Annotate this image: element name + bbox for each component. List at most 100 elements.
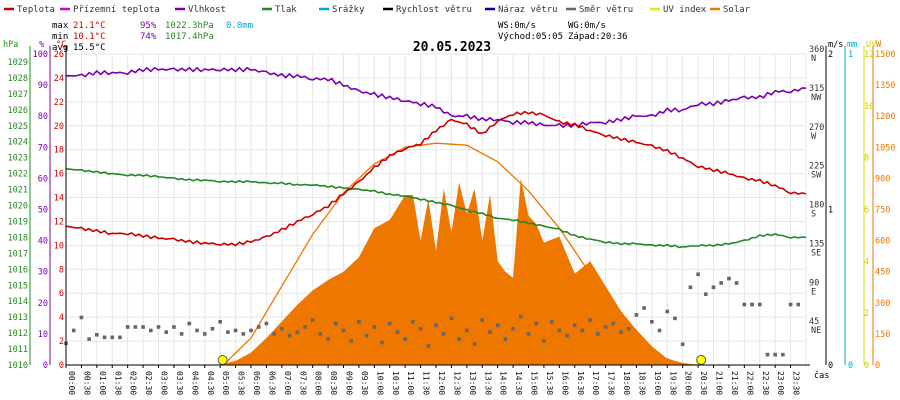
wind-direction-point xyxy=(727,276,731,281)
wind-direction-point xyxy=(287,333,292,338)
wind-direction-point xyxy=(742,302,747,307)
pressure-tick-label: 1015 xyxy=(8,281,28,291)
uv-tick-label: 6 xyxy=(864,206,869,216)
time-tick-label: 23:00 xyxy=(776,371,785,395)
pressure-tick-label: 1016 xyxy=(8,265,28,275)
wind-direction-degree-label: 315 xyxy=(809,84,824,94)
wind-direction-point xyxy=(79,315,84,320)
wind-direction-point xyxy=(71,328,76,333)
time-tick-label: 01:00 xyxy=(98,371,107,395)
wind-direction-point xyxy=(634,313,639,317)
pressure-tick-label: 1021 xyxy=(8,186,28,196)
solar-tick-label: 1050 xyxy=(875,143,895,153)
wind-speed-tick-label: 2 xyxy=(828,50,833,60)
pressure-tick-label: 1025 xyxy=(8,122,28,132)
wind-direction-point xyxy=(179,332,184,336)
pressure-tick-label: 1026 xyxy=(8,106,28,116)
wind-direction-point xyxy=(434,323,438,328)
temperature-tick-label: 16 xyxy=(54,170,64,180)
pressure-tick-label: 1022 xyxy=(8,170,28,180)
wind-direction-point xyxy=(110,335,115,340)
wind-direction-point xyxy=(195,328,199,333)
wind-direction-point xyxy=(380,340,384,345)
wind-direction-point xyxy=(349,339,354,343)
wind-direction-point xyxy=(580,328,585,333)
time-tick-label: 15:00 xyxy=(530,371,539,395)
stat-rain-total: 0.0mm xyxy=(226,21,253,31)
time-tick-label: 13:00 xyxy=(468,371,477,395)
stat-max-pressure: 1022.3hPa xyxy=(165,21,214,31)
wind-direction-point xyxy=(187,321,192,326)
temperature-tick-label: 18 xyxy=(54,146,64,156)
wind-direction-point xyxy=(711,285,716,290)
sun-sunset-marker xyxy=(696,355,707,365)
wind-direction-degree-label: 45 xyxy=(809,317,819,327)
wind-direction-point xyxy=(264,321,269,326)
solar-clear-sky-curve xyxy=(222,142,702,366)
pressure-tick-label: 1011 xyxy=(8,345,28,355)
wind-direction-point xyxy=(773,352,777,357)
wind-direction-point xyxy=(557,328,562,333)
wind-direction-point xyxy=(565,333,569,338)
stat-avg-temp: 15.5°C xyxy=(73,43,106,53)
time-tick-label: 11:00 xyxy=(406,371,415,395)
time-tick-label: 23:30 xyxy=(792,371,801,395)
time-tick-label: 06:00 xyxy=(252,371,261,395)
series-line-vlhkost xyxy=(65,66,807,129)
rain-unit: mm xyxy=(847,40,857,50)
wind-direction-point xyxy=(295,330,300,334)
wind-direction-point xyxy=(310,318,315,322)
wind-direction-compass-label: S xyxy=(811,210,816,220)
stat-wind-gust: WG:0m/s xyxy=(568,21,606,31)
wind-direction-degree-label: 180 xyxy=(809,201,824,211)
pressure-tick-label: 1020 xyxy=(8,202,28,212)
wind-direction-compass-label: NE xyxy=(811,326,821,336)
wind-direction-point xyxy=(333,321,338,326)
humidity-tick-label: 30 xyxy=(38,268,48,278)
stat-max-temp: 21.1°C xyxy=(73,21,106,31)
wind-direction-compass-label: NW xyxy=(811,93,822,103)
pressure-tick-label: 1028 xyxy=(8,74,28,84)
wind-direction-point xyxy=(441,332,446,336)
temperature-tick-label: 6 xyxy=(59,289,64,299)
legend-label: Teplota xyxy=(17,5,55,15)
time-tick-label: 10:30 xyxy=(391,371,400,395)
time-tick-label: 03:00 xyxy=(160,371,169,395)
wind-direction-point xyxy=(272,332,276,336)
time-tick-label: 02:00 xyxy=(129,371,138,395)
wind-direction-point xyxy=(626,326,631,331)
wind-direction-point xyxy=(241,332,246,336)
wind-direction-point xyxy=(472,342,477,347)
wind-direction-point xyxy=(518,314,523,319)
wind-direction-point xyxy=(696,272,700,277)
legend-label: Náraz větru xyxy=(498,5,558,15)
legend-label: Přízemní teplota xyxy=(73,5,160,15)
solar-tick-label: 900 xyxy=(875,174,890,184)
wind-direction-point xyxy=(734,281,739,285)
wind-direction-point xyxy=(372,325,377,329)
time-tick-label: 07:30 xyxy=(298,371,307,395)
stat-wind-speed: WS:0m/s xyxy=(498,21,536,31)
legend: Teplota Přízemní teplota Vlhkost Tlak Srážky… xyxy=(4,5,751,15)
temperature-tick-label: 0 xyxy=(59,361,64,371)
time-tick-label: 14:30 xyxy=(514,371,523,395)
humidity-tick-label: 10 xyxy=(38,330,48,340)
stat-avg-label: avg xyxy=(52,43,68,53)
wind-direction-point xyxy=(542,339,546,343)
series-line-tlak xyxy=(65,168,807,249)
humidity-tick-label: 40 xyxy=(38,237,48,247)
time-tick-label: 05:30 xyxy=(237,371,246,395)
time-tick-label: 00:30 xyxy=(82,371,91,395)
wind-direction-point xyxy=(202,332,207,336)
time-tick-label: 03:30 xyxy=(175,371,184,395)
humidity-tick-label: 0 xyxy=(43,361,48,371)
time-tick-label: 12:00 xyxy=(437,371,446,395)
uv-tick-label: 2 xyxy=(864,309,869,319)
wind-direction-point xyxy=(719,281,724,285)
temperature-tick-label: 24 xyxy=(54,74,64,84)
time-tick-label: 11:30 xyxy=(422,371,431,395)
temperature-tick-label: 20 xyxy=(54,122,64,132)
time-tick-label: 07:00 xyxy=(283,371,292,395)
solar-tick-label: 450 xyxy=(875,268,890,278)
temperature-tick-label: 4 xyxy=(59,313,64,323)
